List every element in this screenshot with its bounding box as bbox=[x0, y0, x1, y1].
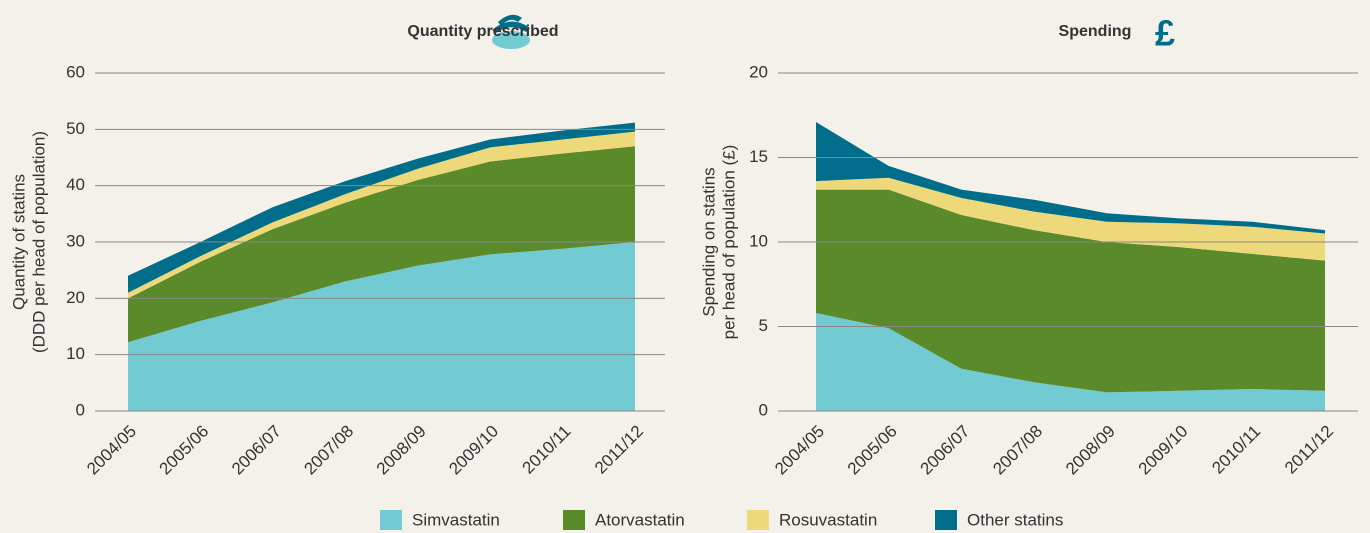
y-tick-label: 15 bbox=[749, 147, 768, 166]
legend-label: Atorvastatin bbox=[595, 510, 685, 529]
pill-icon bbox=[492, 14, 530, 49]
y-tick-label: 0 bbox=[76, 400, 85, 419]
pound-icon: £ bbox=[1155, 13, 1175, 54]
legend-label: Other statins bbox=[967, 510, 1063, 529]
legend-swatch bbox=[563, 510, 585, 530]
legend-label: Rosuvastatin bbox=[779, 510, 877, 529]
y-tick-label: 5 bbox=[759, 316, 768, 335]
legend-swatch bbox=[747, 510, 769, 530]
y-axis-label: Spending on statins bbox=[699, 167, 718, 316]
legend-label: Simvastatin bbox=[412, 510, 500, 529]
y-tick-label: 0 bbox=[759, 400, 768, 419]
y-axis-label: Quantity of statins bbox=[9, 174, 28, 310]
legend-swatch bbox=[935, 510, 957, 530]
area: Atorvastatin bbox=[816, 189, 1325, 393]
y-tick-label: 10 bbox=[749, 231, 768, 250]
chart-title: Spending bbox=[1059, 23, 1132, 40]
area: Rosuvastatin bbox=[816, 177, 1325, 261]
y-tick-label: 40 bbox=[66, 175, 85, 194]
y-tick-label: 30 bbox=[66, 231, 85, 250]
legend-swatch bbox=[380, 510, 402, 530]
y-tick-label: 20 bbox=[749, 62, 768, 81]
chart-title: Quantity prescribed bbox=[407, 23, 558, 40]
area: Simvastatin bbox=[816, 312, 1325, 411]
y-axis-label: (DDD per head of population) bbox=[29, 131, 48, 353]
y-axis-label: per head of population (£) bbox=[719, 145, 738, 340]
area: Atorvastatin bbox=[128, 146, 635, 343]
area: Other statins bbox=[816, 122, 1325, 234]
y-tick-label: 10 bbox=[66, 344, 85, 363]
area: Simvastatin bbox=[128, 242, 635, 411]
y-tick-label: 60 bbox=[66, 62, 85, 81]
y-tick-label: 50 bbox=[66, 119, 85, 138]
y-tick-label: 20 bbox=[66, 288, 85, 307]
area: Rosuvastatin bbox=[128, 131, 635, 299]
